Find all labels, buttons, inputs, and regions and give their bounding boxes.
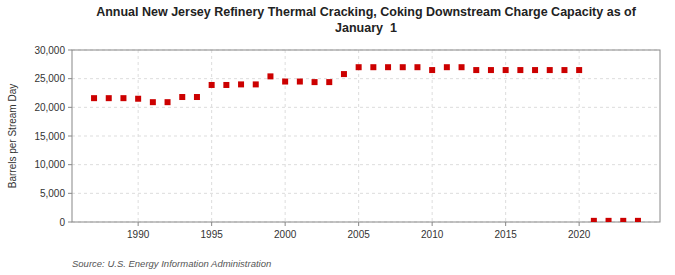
y-tick-label: 15,000 <box>34 131 65 142</box>
point <box>238 81 244 87</box>
title: Annual New Jersey Refinery Thermal Crack… <box>96 5 637 19</box>
grid-line <box>285 50 286 222</box>
y-tick <box>68 222 72 223</box>
grid-line <box>72 193 660 194</box>
point <box>150 99 156 105</box>
x-tick <box>211 222 212 226</box>
point <box>209 82 215 88</box>
point <box>253 81 259 87</box>
grid-line <box>579 50 580 222</box>
grid-line <box>72 136 660 137</box>
point <box>91 95 97 101</box>
x-tick-label: 1990 <box>127 229 150 240</box>
y-tick <box>68 193 72 194</box>
point <box>297 79 303 85</box>
point <box>385 64 391 70</box>
grid-line <box>211 50 212 222</box>
point <box>400 64 406 70</box>
point <box>606 218 612 222</box>
point <box>414 64 420 70</box>
grid-line <box>72 78 660 79</box>
point <box>341 71 347 77</box>
y-tick <box>68 50 72 51</box>
point <box>135 96 141 102</box>
x-tick <box>285 222 286 226</box>
point <box>223 82 229 88</box>
point <box>194 94 200 100</box>
y-tick <box>68 78 72 79</box>
point <box>532 67 538 73</box>
y-tick-label: 10,000 <box>34 159 65 170</box>
point <box>503 67 509 73</box>
y-axis-label: Barrels per Stream Day <box>7 84 18 188</box>
title: January 1 <box>335 21 397 35</box>
grid <box>72 50 660 222</box>
x-tick <box>432 222 433 226</box>
point <box>356 64 362 70</box>
point <box>179 94 185 100</box>
x-tick <box>505 222 506 226</box>
x-tick-label: 2015 <box>495 229 518 240</box>
x-tick-label: 1995 <box>201 229 224 240</box>
x-tick-label: 2005 <box>348 229 371 240</box>
x-tick-label: 2010 <box>421 229 444 240</box>
grid-line <box>138 50 139 222</box>
point <box>620 218 626 222</box>
grid-line <box>358 50 359 222</box>
grid-line <box>432 50 433 222</box>
point <box>326 79 332 85</box>
y-tick <box>68 136 72 137</box>
point <box>517 67 523 73</box>
point <box>120 95 126 101</box>
y-tick-label: 5,000 <box>40 188 65 199</box>
point <box>370 64 376 70</box>
point <box>635 218 641 222</box>
x-tick <box>579 222 580 226</box>
chart: Annual New Jersey Refinery Thermal Crack… <box>0 0 675 275</box>
y-tick-label: 30,000 <box>34 45 65 56</box>
y-tick-label: 20,000 <box>34 102 65 113</box>
x-tick <box>358 222 359 226</box>
point <box>473 67 479 73</box>
y-tick-label: 0 <box>59 217 65 228</box>
point <box>106 95 112 101</box>
grid-line <box>72 107 660 108</box>
point <box>282 79 288 85</box>
point <box>591 218 597 222</box>
point <box>561 67 567 73</box>
point <box>444 64 450 70</box>
y-tick-label: 25,000 <box>34 73 65 84</box>
point <box>429 67 435 73</box>
source-note: Source: U.S. Energy Information Administ… <box>72 258 271 269</box>
x-tick-label: 2000 <box>274 229 297 240</box>
x-tick-label: 2020 <box>568 229 591 240</box>
point <box>165 99 171 105</box>
point <box>576 67 582 73</box>
x-tick <box>138 222 139 226</box>
points <box>91 64 641 222</box>
plot-frame <box>72 50 660 222</box>
grid-line <box>72 164 660 165</box>
point <box>267 73 273 79</box>
point <box>312 79 318 85</box>
grid-line <box>505 50 506 222</box>
y-tick <box>68 164 72 165</box>
point <box>488 67 494 73</box>
point <box>459 64 465 70</box>
point <box>547 67 553 73</box>
y-tick <box>68 107 72 108</box>
